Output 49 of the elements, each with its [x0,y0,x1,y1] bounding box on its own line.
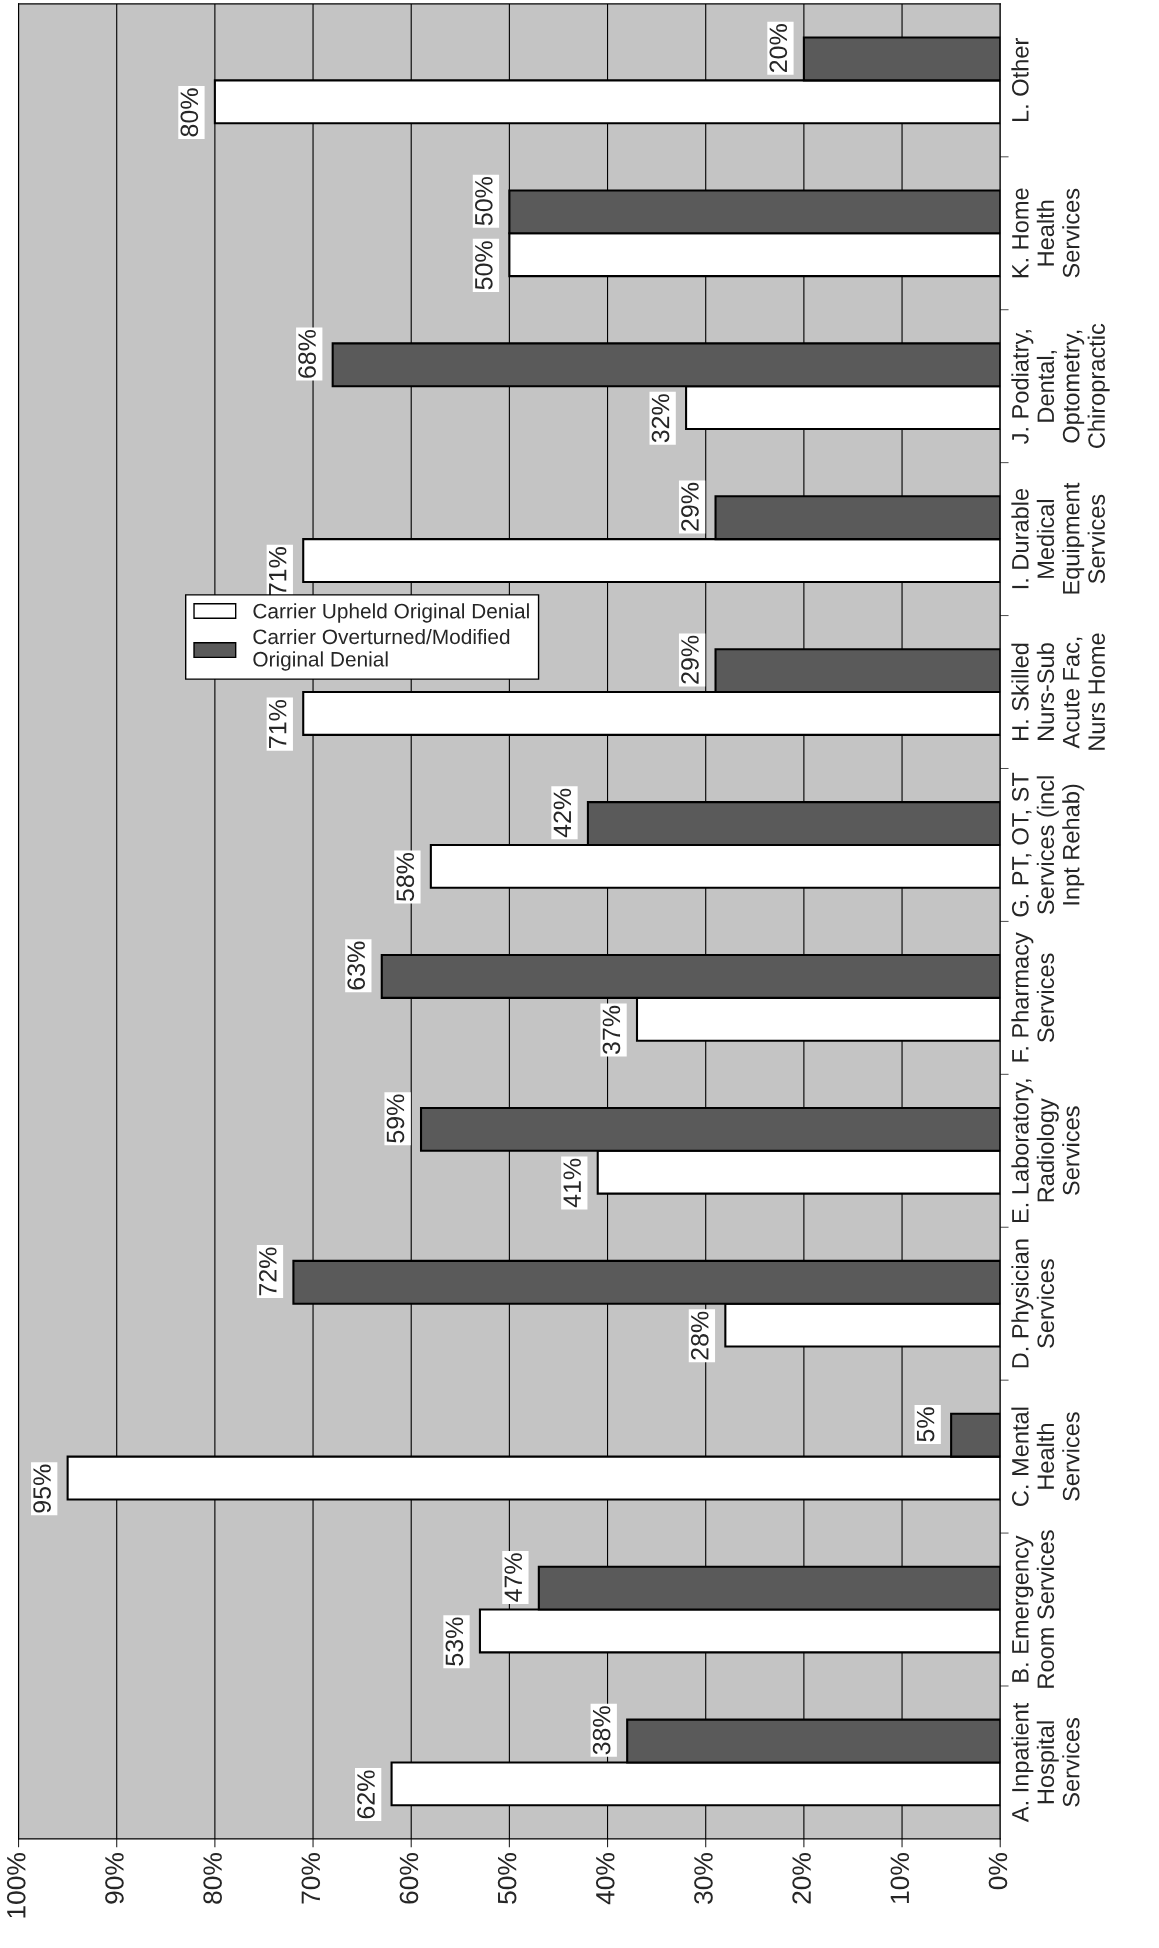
y-tick-label: A. Inpatient Hospital Services [1011,1702,1080,1823]
x-tick-label: 50% [497,1853,517,1904]
y-tick-label: H. Skilled Nurs-Sub Acute Fac, Nurs Home [1011,633,1105,750]
y-tick-label: K. Home Health Services [1012,188,1080,278]
text: 50% [474,241,493,290]
x-tick-label: 30% [694,1853,713,1904]
y-tick-label: D. Physician Services [1011,1239,1055,1368]
text: 68% [298,329,316,378]
text: 50% [474,177,493,226]
text: 5% [916,1407,935,1442]
y-tick-label: G. PT, OT, ST Services (incl Inpt Rehab) [1011,772,1085,917]
x-tick-label: 70% [301,1853,321,1904]
y-tick-label: I. Durable Medical Equipment Services [1011,482,1105,594]
y-tick-label: J. Podiatry, Dental, Optometry, Chiropractic [1011,323,1110,448]
y-tick-label: E. Laboratory, Radiology Services [1011,1079,1080,1223]
text: 53% [445,1617,464,1666]
x-tick-label: 0% [988,1853,1008,1890]
text: 29% [681,635,699,684]
text: 38% [592,1706,611,1755]
text: 59% [386,1094,405,1143]
x-tick-label: 10% [890,1853,910,1903]
text: 37% [602,1005,621,1055]
text: 63% [347,941,366,990]
y-tick-label: L. Other [1011,38,1029,122]
y-tick-label: F. Pharmacy Services [1011,932,1055,1062]
text: 80% [180,88,199,137]
x-tick-label: 90% [105,1853,124,1904]
text: 28% [690,1311,709,1360]
x-tick-label: 100% [6,1853,26,1918]
text: 71% [268,547,287,595]
text: 62% [357,1770,375,1819]
x-tick-label: 20% [792,1853,811,1904]
text: 95% [33,1464,51,1513]
text: 58% [396,852,415,902]
text: 32% [651,394,670,443]
y-tick-label: B. Emergency Room Services [1012,1530,1055,1688]
y-tick-label: C. Mental Health Services [1011,1407,1080,1506]
text: 72% [258,1247,277,1296]
text: 29% [681,482,699,531]
text: 47% [504,1553,523,1602]
legend-label: Carrier Overturned/Modified Original Denial [253,628,510,671]
x-tick-label: 40% [595,1853,615,1905]
text: 20% [769,24,788,72]
x-tick-label: 80% [203,1853,222,1904]
x-tick-label: 60% [399,1853,419,1904]
text: 42% [553,788,572,838]
legend-label: Carrier Upheld Original Denial [253,603,529,623]
text: 71% [268,700,287,748]
text: 41% [563,1158,581,1208]
